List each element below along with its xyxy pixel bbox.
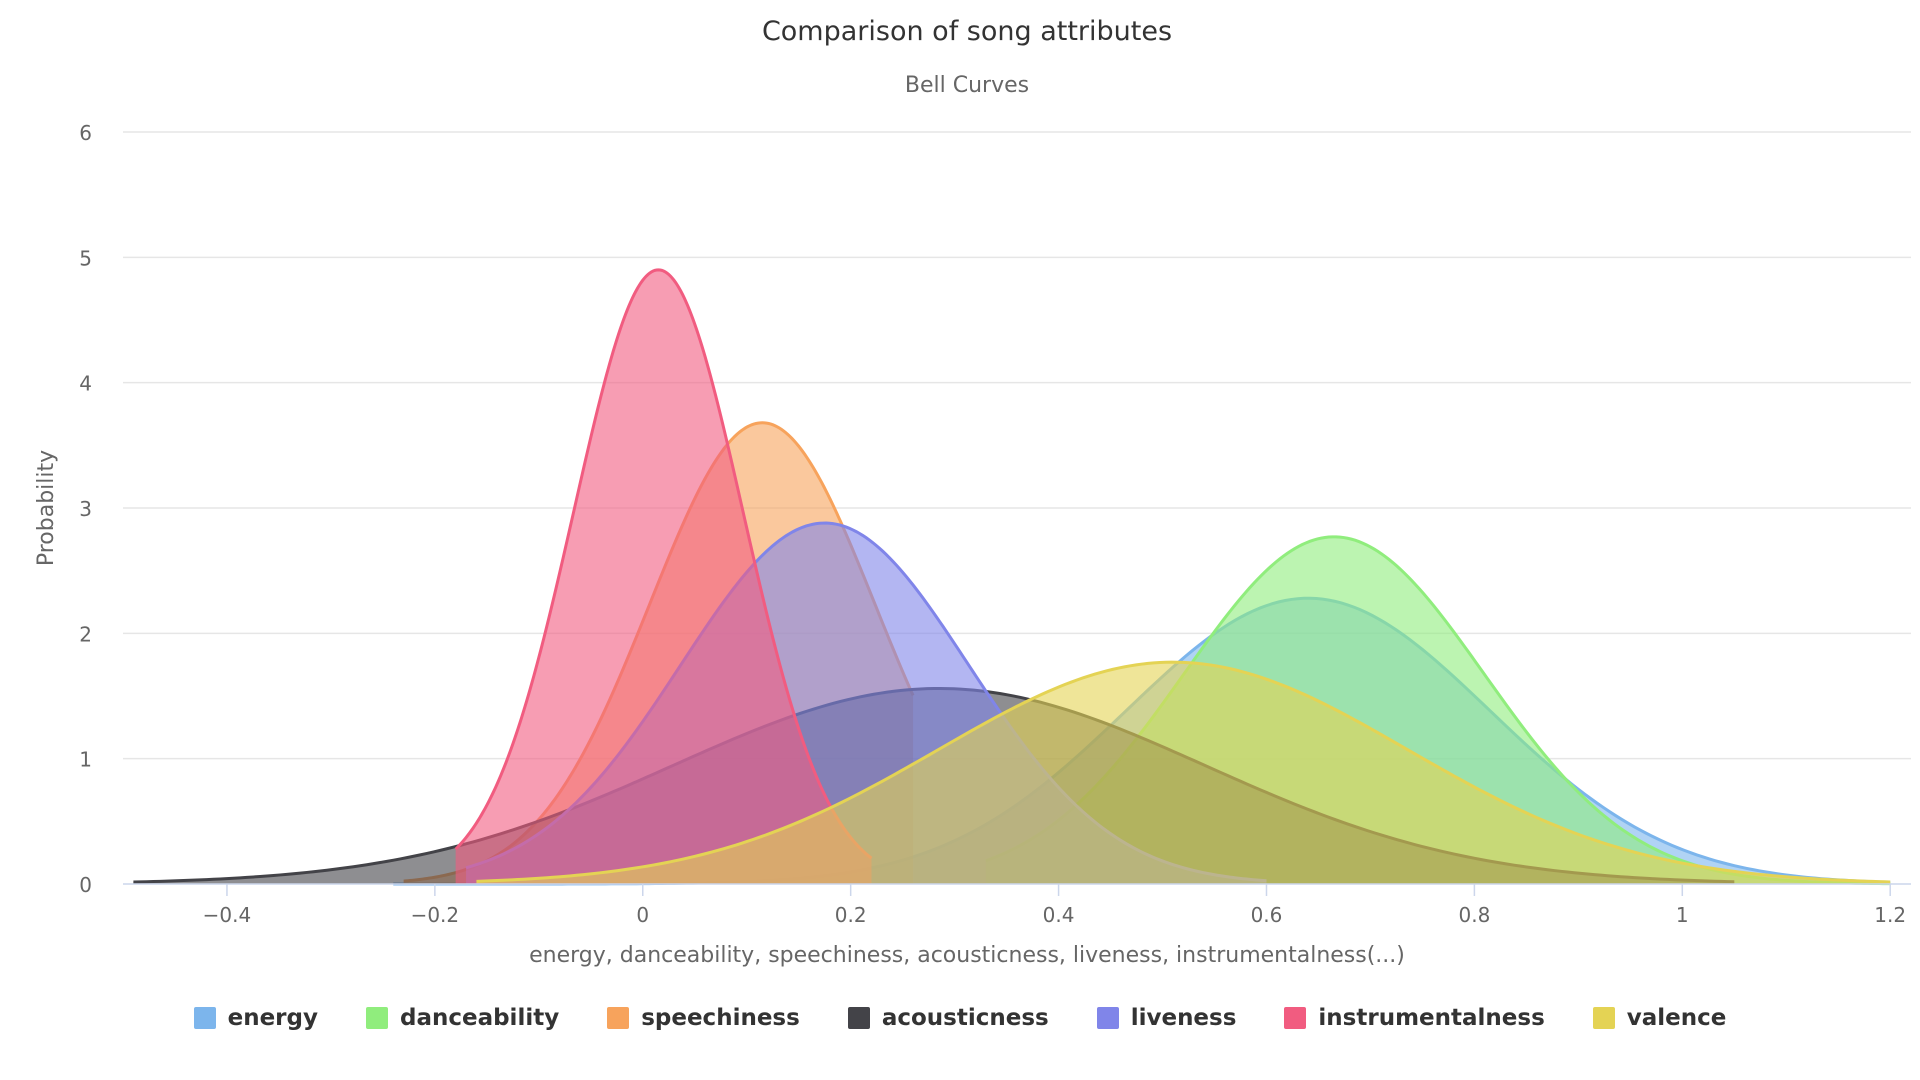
series-line-instrumentalness bbox=[454, 268, 873, 860]
x-tick-label: 0.2 bbox=[835, 903, 867, 927]
x-tick-label: 1 bbox=[1676, 903, 1689, 927]
y-tick-label: 4 bbox=[79, 372, 92, 396]
legend-label: liveness bbox=[1130, 1005, 1237, 1031]
legend-item-energy[interactable]: energy bbox=[193, 1005, 318, 1031]
y-tick-label: 5 bbox=[79, 246, 92, 270]
series-area-instrumentalness bbox=[455, 269, 872, 884]
legend-item-acousticness[interactable]: acousticness bbox=[847, 1005, 1049, 1031]
legend-item-speechiness[interactable]: speechiness bbox=[607, 1005, 800, 1031]
legend-label: energy bbox=[227, 1005, 318, 1031]
series-valence bbox=[476, 660, 1891, 884]
legend-swatch bbox=[607, 1007, 630, 1029]
chart-title: Comparison of song attributes bbox=[762, 16, 1172, 47]
y-tick-label: 6 bbox=[79, 121, 92, 145]
series-area-valence bbox=[476, 662, 1891, 884]
x-tick-label: 0.6 bbox=[1251, 903, 1283, 927]
legend-swatch bbox=[365, 1007, 388, 1029]
series-instrumentalness bbox=[454, 268, 873, 884]
legend-swatch bbox=[847, 1007, 870, 1029]
x-tick-label: 0.4 bbox=[1043, 903, 1075, 927]
chart-svg: Comparison of song attributes Bell Curve… bbox=[34, 16, 1911, 968]
legend-label: valence bbox=[1626, 1005, 1727, 1031]
x-tick-label: 1.2 bbox=[1874, 903, 1906, 927]
x-tick-label: −0.2 bbox=[411, 903, 460, 927]
series-line-valence bbox=[476, 660, 1891, 884]
x-tick-label: 0 bbox=[636, 903, 649, 927]
y-tick-label: 0 bbox=[79, 873, 92, 897]
legend-label: instrumentalness bbox=[1318, 1005, 1545, 1031]
y-tick-label: 3 bbox=[79, 497, 92, 521]
legend-swatch bbox=[193, 1007, 216, 1029]
chart-subtitle: Bell Curves bbox=[905, 73, 1029, 98]
y-tick-label: 1 bbox=[79, 748, 92, 772]
legend-label: speechiness bbox=[641, 1005, 800, 1031]
legend: energy danceability speechiness acousticnes… bbox=[0, 1005, 1920, 1031]
x-tick-label: 0.8 bbox=[1458, 903, 1490, 927]
legend-label: danceability bbox=[399, 1005, 560, 1031]
x-tick-label: −0.4 bbox=[203, 903, 252, 927]
x-axis-label: energy, danceability, speechiness, acous… bbox=[529, 943, 1405, 968]
y-tick-label: 2 bbox=[79, 622, 92, 646]
legend-item-danceability[interactable]: danceability bbox=[365, 1005, 560, 1031]
series-layer bbox=[133, 268, 1891, 886]
legend-item-valence[interactable]: valence bbox=[1592, 1005, 1727, 1031]
legend-swatch bbox=[1096, 1007, 1119, 1029]
legend-label: acousticness bbox=[881, 1005, 1049, 1031]
legend-item-liveness[interactable]: liveness bbox=[1096, 1005, 1237, 1031]
legend-swatch bbox=[1284, 1007, 1307, 1029]
axes: 0 1 2 3 4 5 6 −0.4 −0.2 0 0.2 0.4 0.6 0.8 1 1.2 bbox=[79, 121, 1911, 927]
y-axis-label: Probability bbox=[34, 450, 59, 566]
grid-lines bbox=[123, 131, 1911, 760]
legend-item-instrumentalness[interactable]: instrumentalness bbox=[1284, 1005, 1545, 1031]
legend-swatch bbox=[1592, 1007, 1615, 1029]
